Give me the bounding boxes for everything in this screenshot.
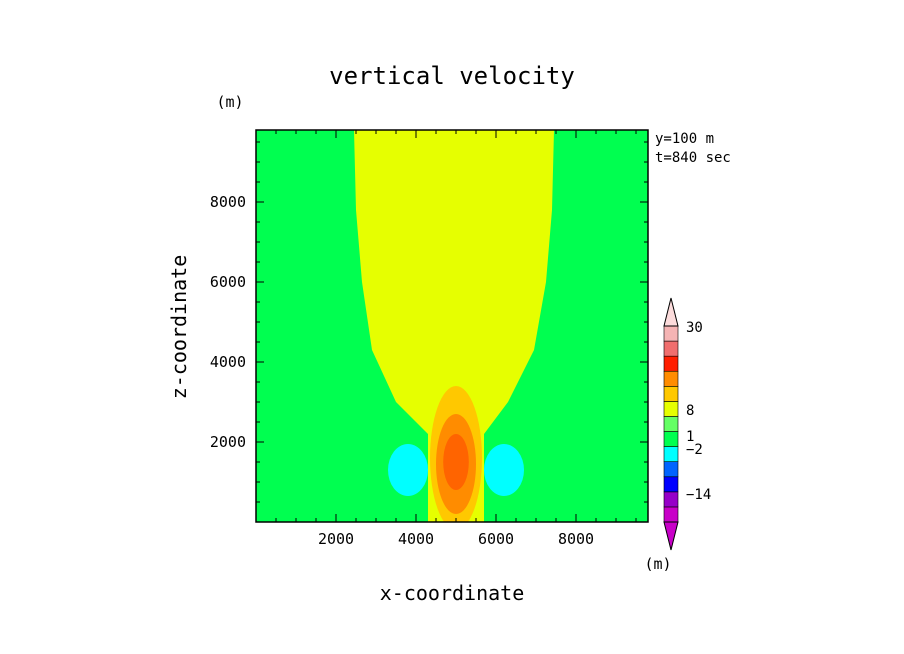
colorbar-segment — [663, 491, 679, 508]
colorbar-segment — [663, 370, 679, 387]
x-tick-label: 6000 — [478, 530, 514, 548]
colorbar-segment — [663, 431, 679, 447]
x-tick-label: 4000 — [398, 530, 434, 548]
colorbar-label: 1 — [686, 429, 694, 445]
colorbar-under-triangle — [663, 521, 679, 551]
y-tick-label: 2000 — [210, 433, 246, 451]
downdraft-region-2 — [484, 444, 524, 496]
colorbar-segment — [663, 325, 679, 342]
annotation-time: t=840 sec — [655, 150, 731, 166]
plot-frame — [255, 129, 649, 523]
colorbar-segment — [663, 506, 679, 523]
x-tick-label: 8000 — [558, 530, 594, 548]
y-tick-label: 4000 — [210, 353, 246, 371]
colorbar-segment — [663, 355, 679, 372]
downdraft-region-1 — [388, 444, 428, 496]
updraft-plume — [354, 130, 554, 522]
colorbar-segment — [663, 476, 679, 493]
colorbar-segment — [663, 401, 679, 417]
annotation-y-position: y=100 m — [655, 131, 714, 147]
axes: 2000 4000 6000 8000 2000 4000 6000 8000 — [210, 129, 649, 548]
y-axis-label: z-coordinate — [167, 255, 191, 400]
colorbar-label: 30 — [686, 320, 703, 336]
colorbar-segment — [663, 386, 679, 402]
colorbar: 30 8 1−2 −14 — [663, 297, 711, 551]
y-unit-label: (m) — [216, 93, 243, 111]
y-tick-label: 6000 — [210, 273, 246, 291]
colorbar-label: −14 — [686, 487, 711, 503]
colorbar-segment — [663, 340, 679, 357]
colorbar-segment — [663, 416, 679, 432]
plot-area — [256, 130, 648, 522]
x-axis-label: x-coordinate — [380, 581, 525, 605]
colorbar-unit-label: (m) — [644, 555, 671, 573]
y-tick-label: 8000 — [210, 193, 246, 211]
colorbar-segment — [663, 446, 679, 462]
updraft-core-level-3 — [443, 434, 469, 490]
colorbar-over-triangle — [663, 297, 679, 327]
colorbar-label: −2 — [686, 442, 703, 458]
colorbar-label: 8 — [686, 403, 694, 419]
colorbar-segment — [663, 461, 679, 478]
x-tick-label: 2000 — [318, 530, 354, 548]
chart-title: vertical velocity — [329, 62, 575, 90]
